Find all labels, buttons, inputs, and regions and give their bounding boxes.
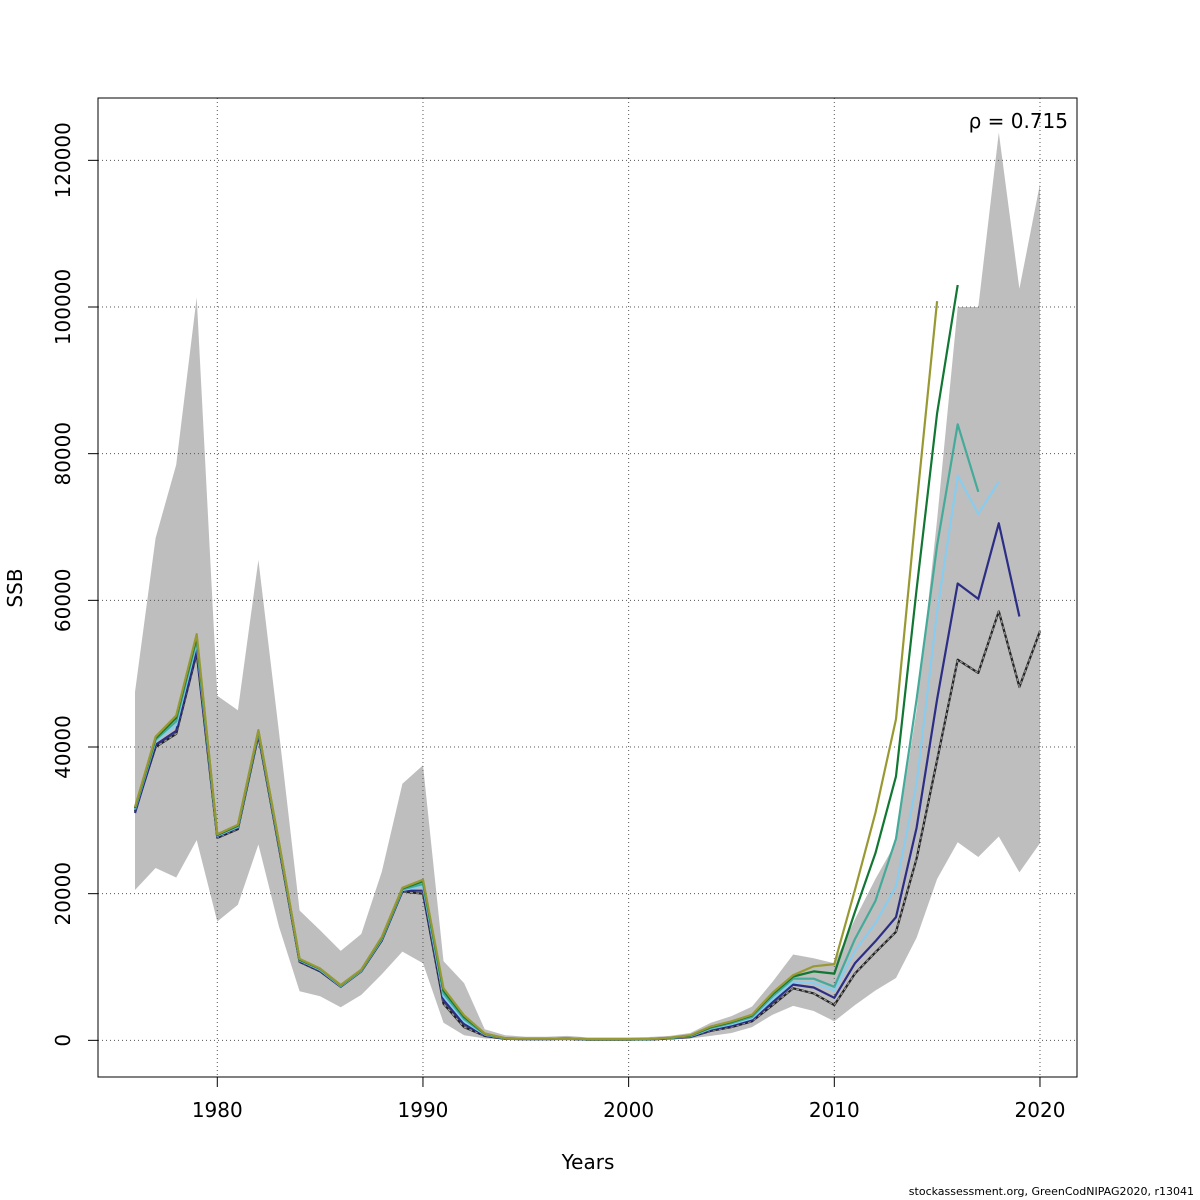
x-axis-title: Years	[561, 1150, 615, 1174]
y-axis: 0 20000 40000 60000 80000 100000 120000	[51, 122, 99, 1047]
y-tick-label: 80000	[51, 422, 75, 486]
x-tick-label: 1980	[192, 1098, 243, 1122]
x-axis: 1980 1990 2000 2010 2020	[192, 1076, 1066, 1122]
y-tick-label: 40000	[51, 715, 75, 779]
rho-annotation: ρ = 0.715	[969, 109, 1068, 133]
y-tick-label: 0	[51, 1034, 75, 1047]
series-layer	[133, 284, 1042, 1041]
x-tick-label: 2000	[603, 1098, 654, 1122]
series-line-6	[133, 300, 939, 1041]
x-tick-label: 1990	[398, 1098, 449, 1122]
x-tick-label: 2010	[809, 1098, 860, 1122]
y-tick-label: 100000	[51, 269, 75, 345]
y-tick-label: 120000	[51, 122, 75, 198]
y-axis-title: SSB	[3, 568, 27, 607]
x-tick-label: 2020	[1015, 1098, 1066, 1122]
y-tick-label: 20000	[51, 862, 75, 926]
footer-credit: stockassessment.org, GreenCodNIPAG2020, …	[908, 1185, 1194, 1198]
y-tick-label: 60000	[51, 568, 75, 632]
